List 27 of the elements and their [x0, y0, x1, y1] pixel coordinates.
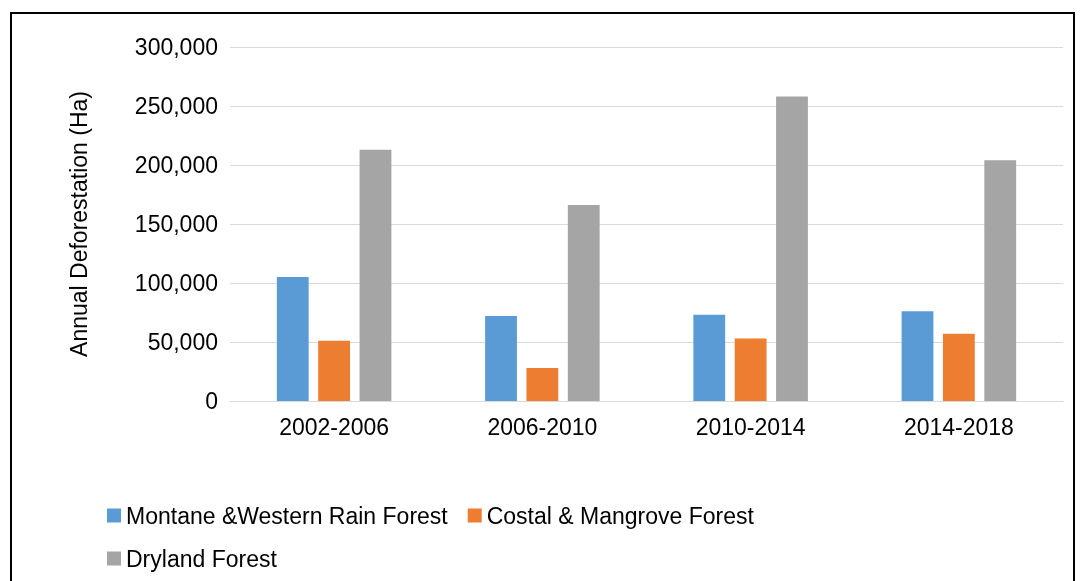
- bar: [318, 340, 351, 401]
- x-tick-label: 2002-2006: [279, 413, 390, 440]
- legend-label: Montane &Western Rain Forest: [126, 502, 449, 529]
- legend-label: Costal & Mangrove Forest: [486, 502, 755, 529]
- y-tick-label: 250,000: [134, 93, 218, 119]
- legend-label: Dryland Forest: [126, 545, 278, 572]
- x-tick-label: 2006-2010: [487, 413, 598, 440]
- bar: [526, 367, 559, 401]
- bar: [567, 205, 600, 401]
- bar: [276, 277, 309, 401]
- bar: [693, 314, 726, 401]
- bar: [901, 311, 934, 401]
- bar: [984, 160, 1017, 401]
- x-tick-label: 2014-2018: [903, 413, 1014, 440]
- x-tick-label: 2010-2014: [695, 413, 806, 440]
- y-tick-label: 100,000: [134, 270, 218, 296]
- bar: [485, 316, 517, 401]
- bar: [359, 149, 392, 401]
- y-tick-label: 50,000: [147, 329, 218, 355]
- y-tick-label: 300,000: [134, 34, 218, 60]
- bar: [776, 96, 808, 401]
- bar: [942, 333, 975, 401]
- bar: [734, 338, 767, 401]
- y-tick-label: 150,000: [134, 211, 218, 237]
- y-tick-label: 0: [205, 388, 218, 414]
- y-tick-label: 200,000: [134, 152, 218, 178]
- y-axis-title: Annual Deforestation (Ha): [65, 91, 92, 357]
